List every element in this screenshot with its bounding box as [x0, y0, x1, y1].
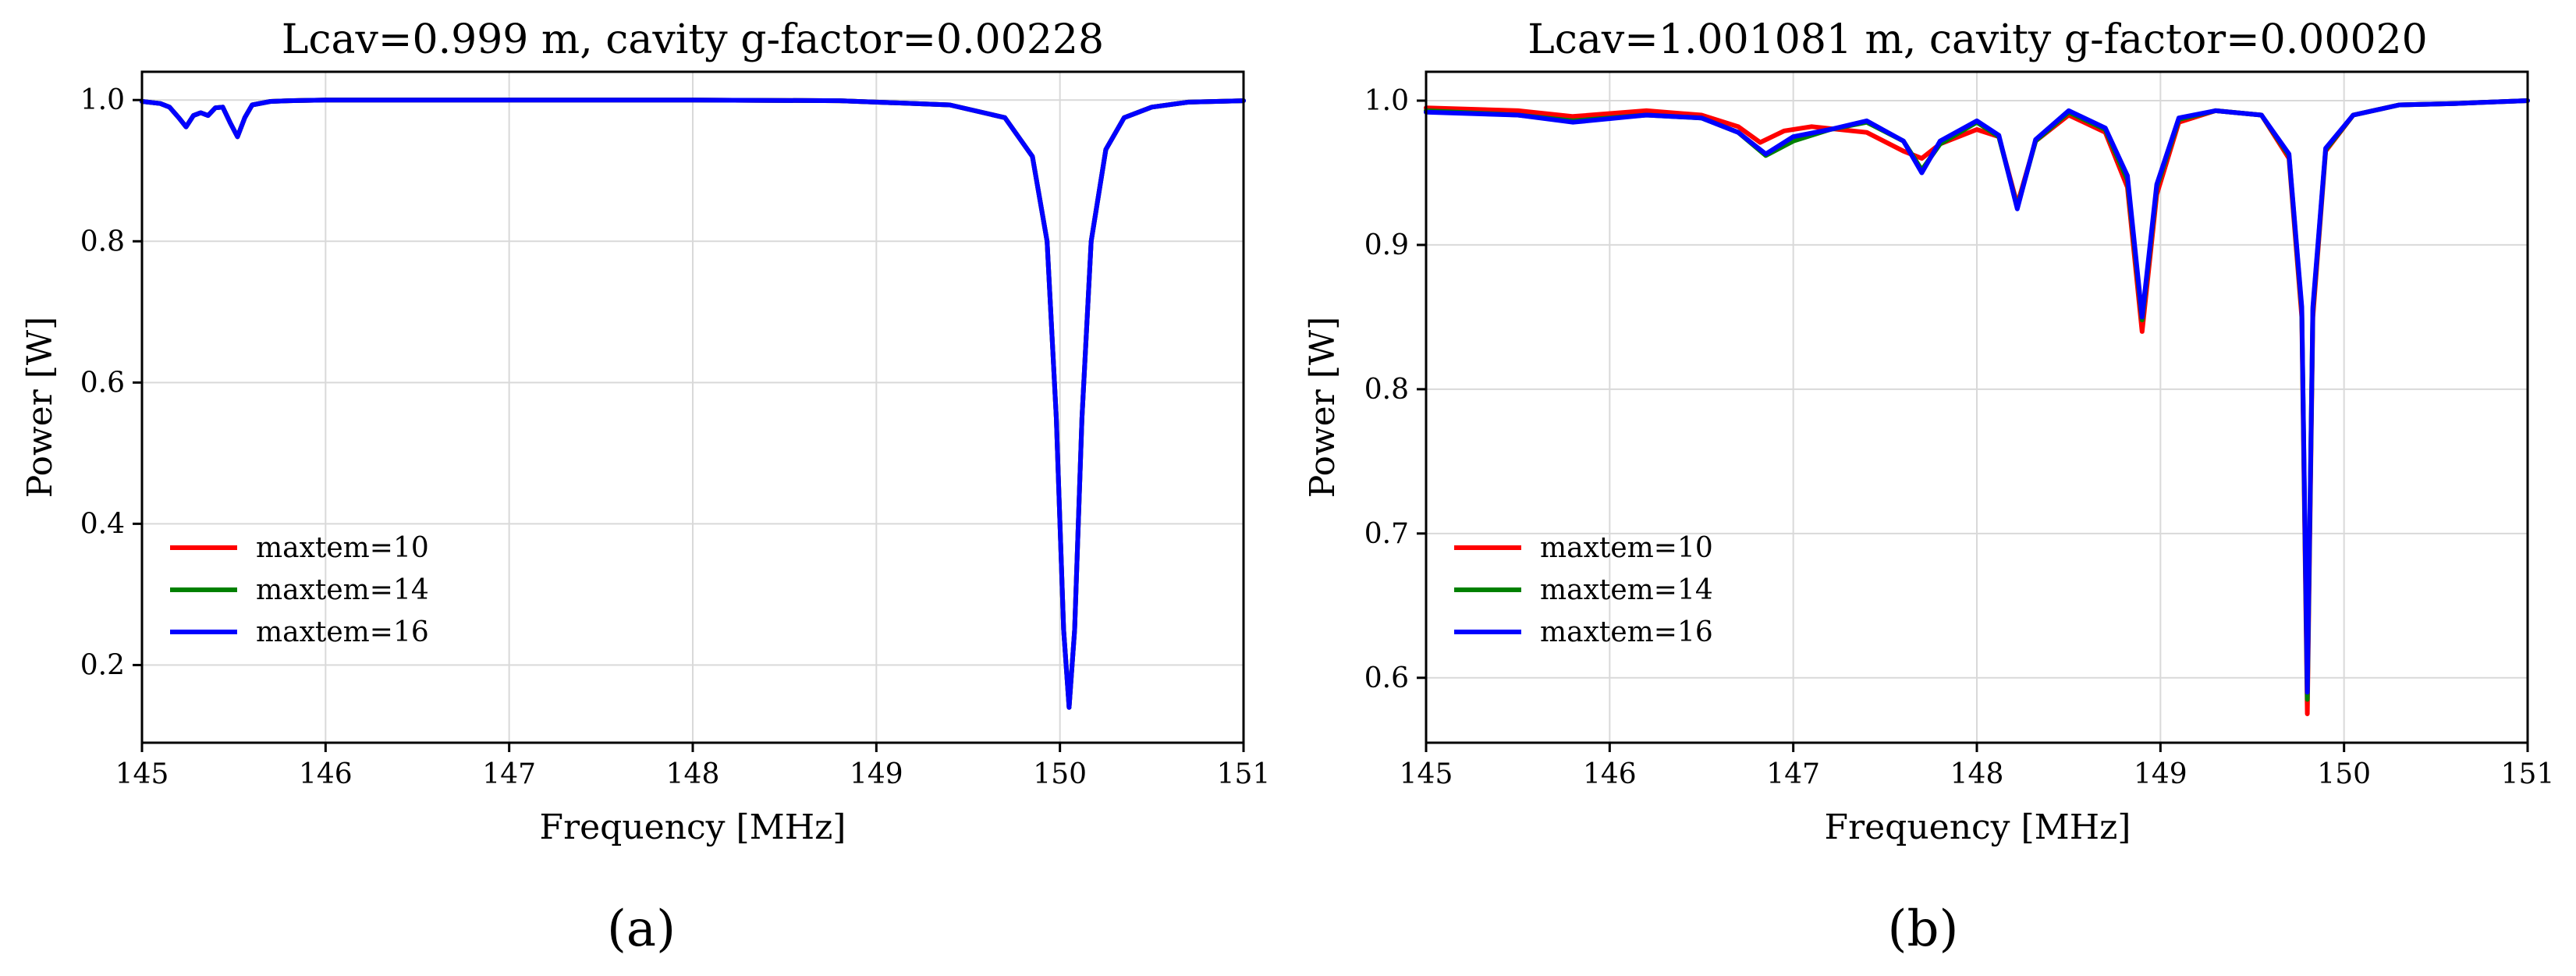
legend-label: maxtem=10	[256, 532, 429, 564]
x-tick-label: 146	[299, 758, 353, 790]
y-tick-label: 0.8	[1364, 374, 1409, 406]
x-tick-label: 150	[2317, 758, 2371, 790]
x-tick-label: 145	[115, 758, 169, 790]
chart-title: Lcav=1.001081 m, cavity g-factor=0.00020	[1528, 16, 2427, 63]
x-tick-label: 145	[1400, 758, 1453, 790]
legend: maxtem=10 maxtem=14 maxtem=16	[170, 532, 429, 648]
panel-b: Lcav=1.001081 m, cavity g-factor=0.00020…	[1303, 16, 2554, 958]
x-tick-label: 151	[2501, 758, 2555, 790]
y-tick-label: 0.6	[1364, 662, 1409, 694]
y-tick-label: 0.7	[1364, 518, 1409, 550]
y-tick-label: 0.2	[80, 649, 125, 681]
x-tick-label: 148	[1950, 758, 2004, 790]
series-line-maxtem=16	[140, 98, 1246, 710]
legend-label: maxtem=14	[1540, 574, 1713, 606]
series-line-maxtem=16	[1424, 98, 2530, 695]
legend: maxtem=10 maxtem=14 maxtem=16	[1454, 532, 1713, 648]
panel-label: (a)	[607, 900, 676, 958]
y-tick-label: 0.4	[80, 508, 125, 540]
panel-label: (b)	[1888, 900, 1959, 958]
x-tick-label: 147	[482, 758, 536, 790]
y-axis-label: Power [W]	[1303, 317, 1343, 499]
panel-a: Lcav=0.999 m, cavity g-factor=0.00228 14…	[20, 16, 1270, 958]
y-tick-label: 0.6	[80, 367, 125, 399]
x-tick-label: 148	[666, 758, 720, 790]
series-group	[140, 98, 1246, 710]
y-tick-label: 1.0	[80, 84, 125, 116]
ticks: 145 146 147 148 149 150 151 0.2 0.4 0.6 0.8 1.0	[80, 84, 1271, 790]
ticks: 145 146 147 148 149 150 151 0.6 0.7 0.8 0.9 1.0	[1364, 85, 2555, 790]
legend-label: maxtem=14	[256, 574, 429, 606]
legend-label: maxtem=10	[1540, 532, 1713, 564]
chart-title: Lcav=0.999 m, cavity g-factor=0.00228	[282, 16, 1104, 63]
y-axis-label: Power [W]	[20, 317, 60, 499]
x-axis-label: Frequency [MHz]	[540, 807, 846, 847]
legend-label: maxtem=16	[1540, 616, 1713, 648]
x-tick-label: 146	[1583, 758, 1637, 790]
x-tick-label: 149	[2134, 758, 2187, 790]
x-axis-label: Frequency [MHz]	[1825, 807, 2131, 847]
x-tick-label: 149	[850, 758, 903, 790]
legend-label: maxtem=16	[256, 616, 429, 648]
y-tick-label: 0.9	[1364, 229, 1409, 261]
series-group	[1424, 98, 2530, 716]
y-tick-label: 1.0	[1364, 85, 1409, 117]
x-tick-label: 147	[1766, 758, 1820, 790]
y-tick-label: 0.8	[80, 225, 125, 257]
x-tick-label: 150	[1033, 758, 1087, 790]
x-tick-label: 151	[1217, 758, 1271, 790]
